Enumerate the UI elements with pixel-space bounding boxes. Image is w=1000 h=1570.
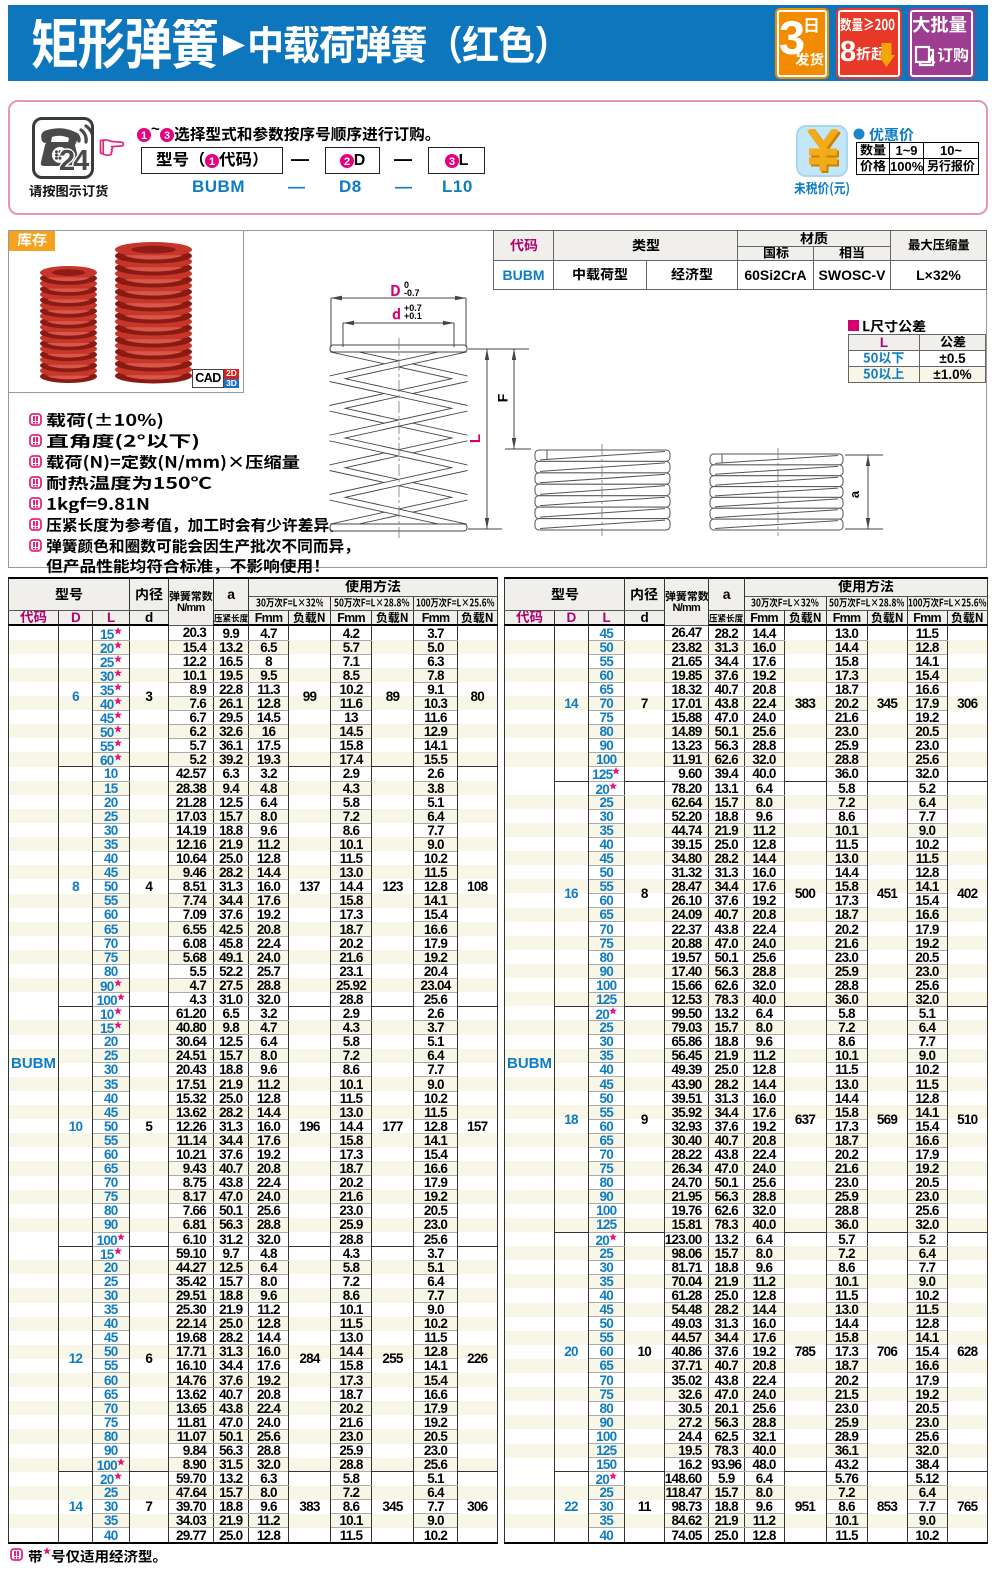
svg-text:3: 3 bbox=[164, 130, 170, 142]
svg-text:1: 1 bbox=[141, 130, 147, 142]
svg-text:1: 1 bbox=[209, 155, 215, 167]
svg-text:2: 2 bbox=[344, 155, 350, 167]
svg-text:3: 3 bbox=[449, 155, 455, 167]
